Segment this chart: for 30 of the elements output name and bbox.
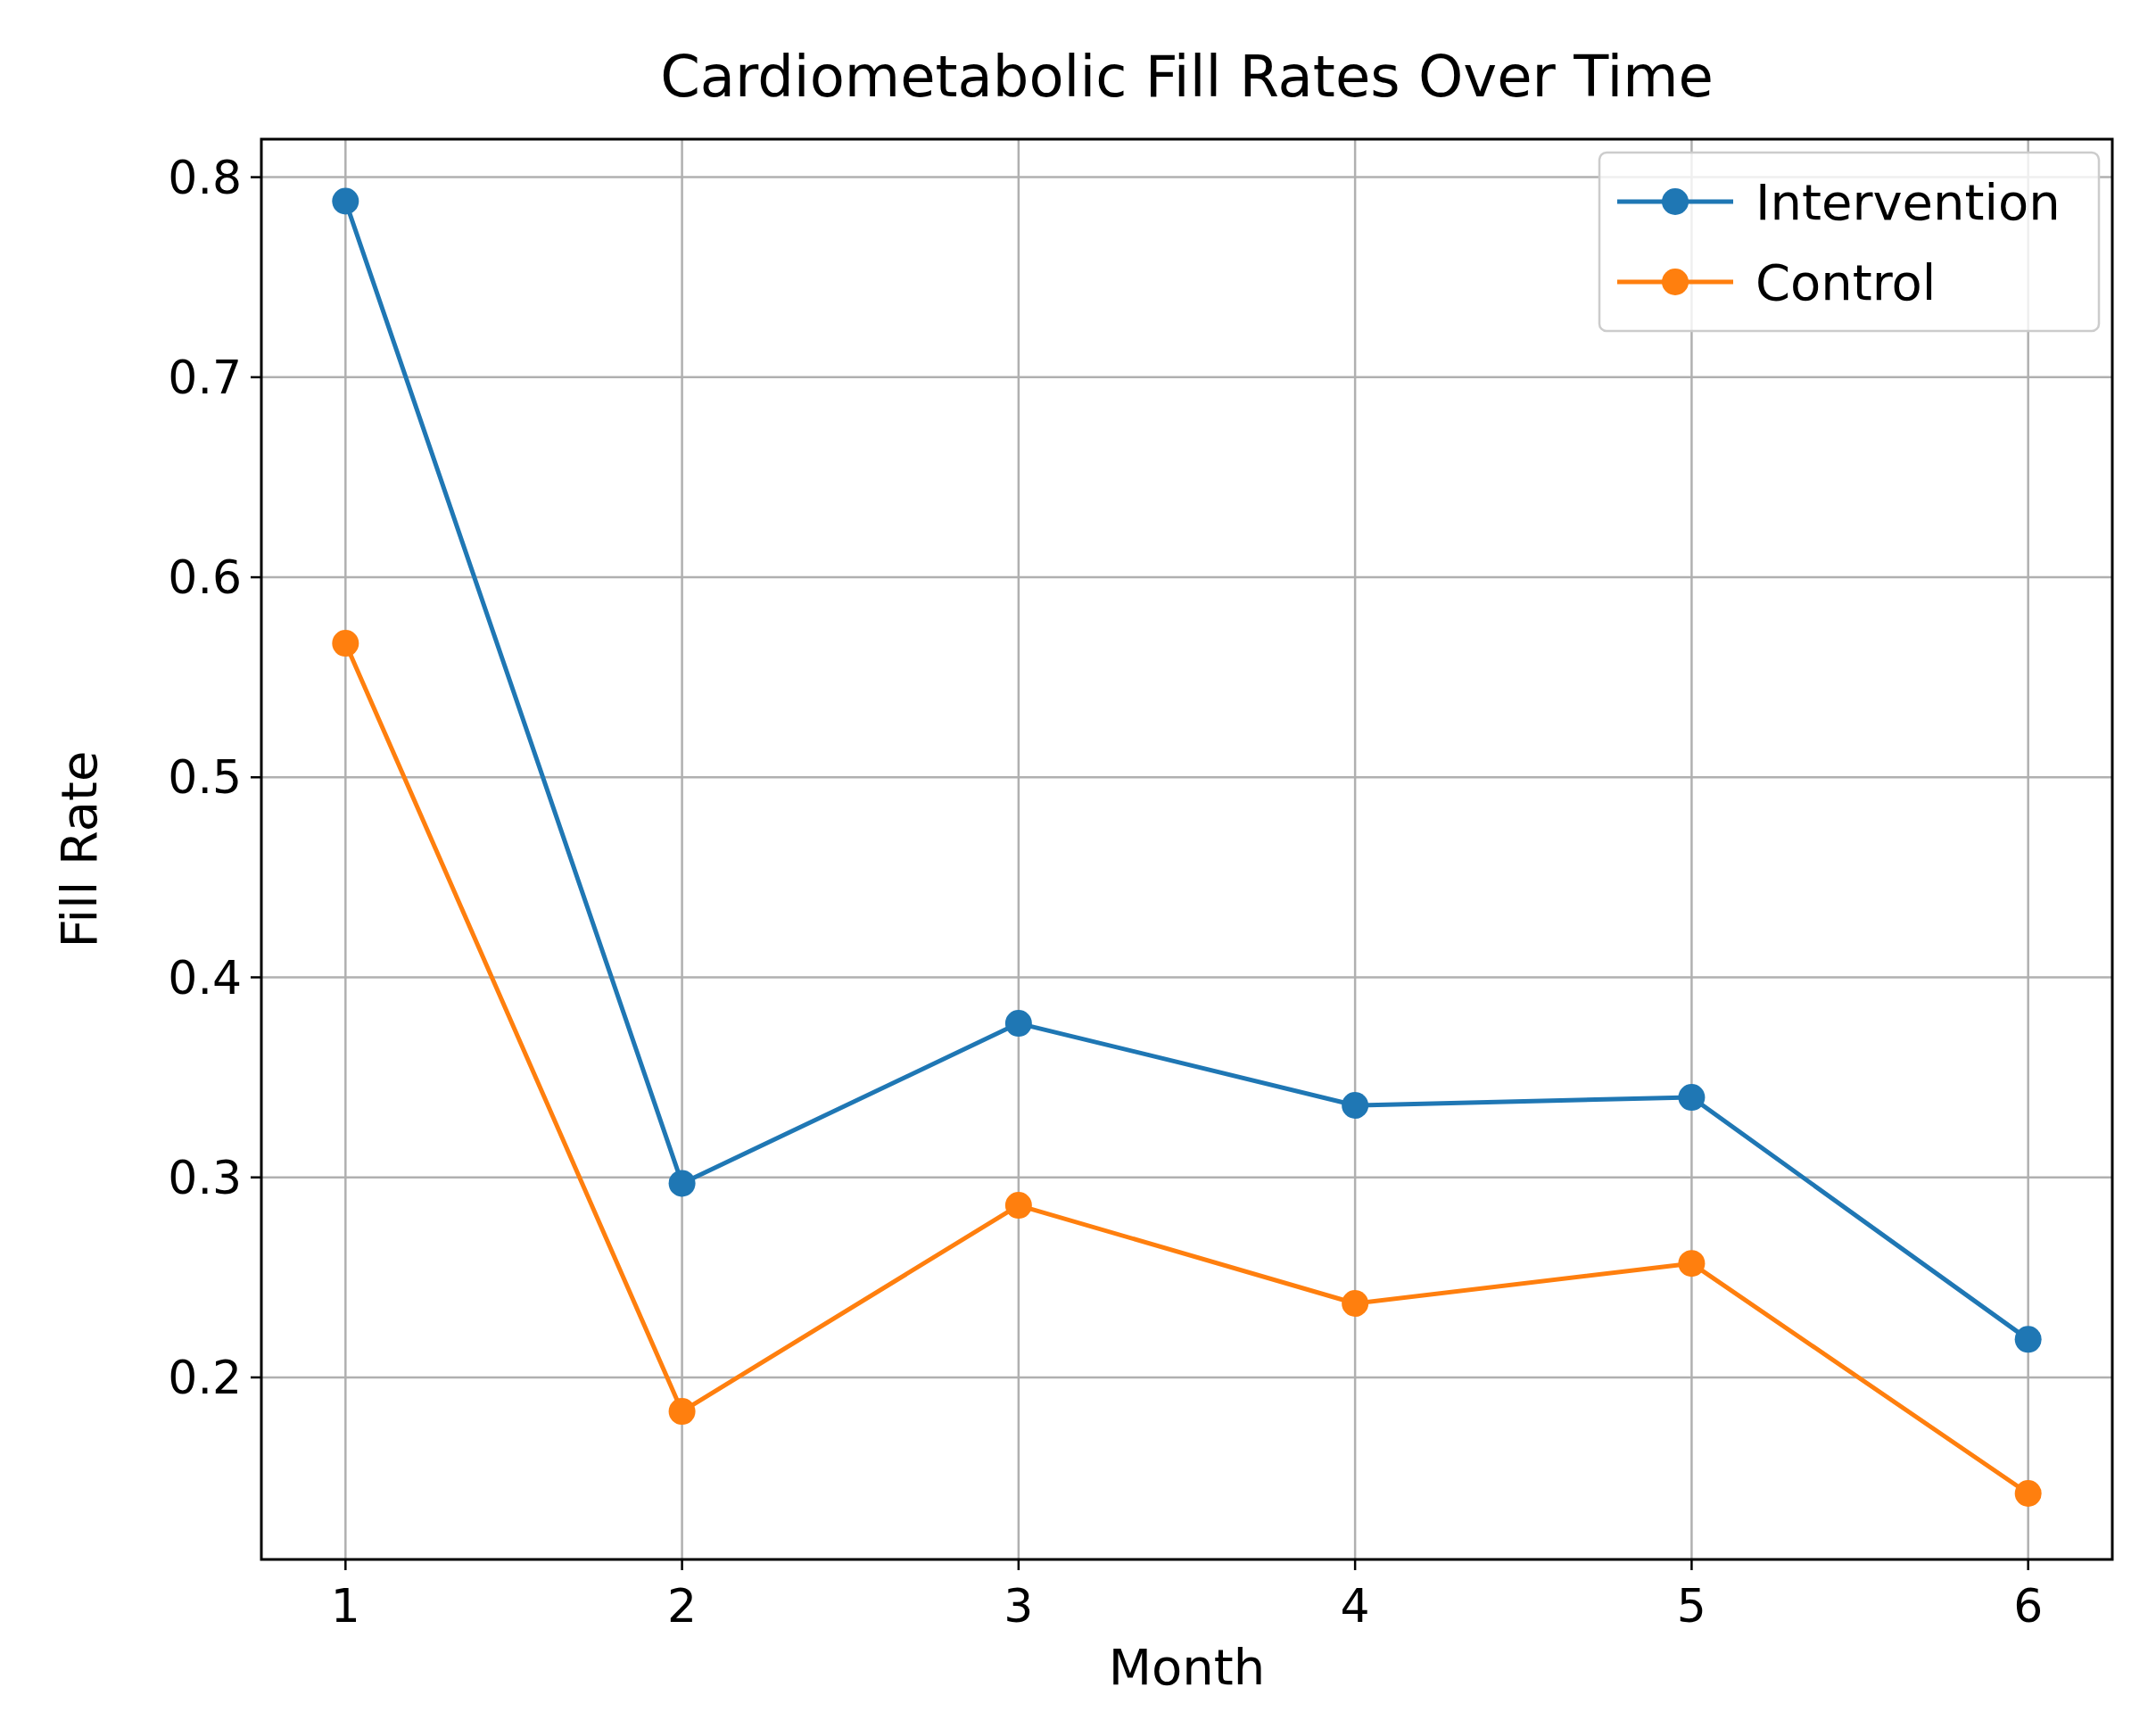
x-tick-label: 6	[2013, 1579, 2044, 1633]
x-tick-label: 3	[1004, 1579, 1034, 1633]
point	[1678, 1084, 1706, 1112]
point	[1342, 1289, 1369, 1317]
y-axis-title: Fill Rate	[50, 750, 108, 948]
x-axis-title: Month	[1108, 1638, 1266, 1696]
x-tick-label: 4	[1340, 1579, 1370, 1633]
y-tick-label: 0.2	[168, 1351, 242, 1405]
y-tick-label: 0.3	[168, 1150, 242, 1204]
point	[1342, 1092, 1369, 1120]
y-tick-label: 0.6	[168, 550, 242, 605]
y-tick-label: 0.7	[168, 351, 242, 405]
point	[2014, 1480, 2042, 1508]
point	[1004, 1010, 1032, 1038]
y-tick-label: 0.4	[168, 950, 242, 1005]
point	[668, 1170, 696, 1197]
point	[2014, 1326, 2042, 1353]
x-tick-label: 1	[330, 1579, 360, 1633]
point	[332, 630, 359, 658]
point	[668, 1398, 696, 1426]
legend-label: Intervention	[1755, 172, 2061, 231]
point	[332, 187, 359, 215]
x-tick-label: 2	[667, 1579, 698, 1633]
chart-title: Cardiometabolic Fill Rates Over Time	[660, 44, 1714, 110]
x-tick-label: 5	[1676, 1579, 1706, 1633]
point	[1678, 1250, 1706, 1278]
legend-label: Control	[1755, 252, 1937, 311]
point	[1004, 1192, 1032, 1220]
y-tick-label: 0.8	[168, 150, 242, 204]
y-tick-label: 0.5	[168, 750, 242, 805]
